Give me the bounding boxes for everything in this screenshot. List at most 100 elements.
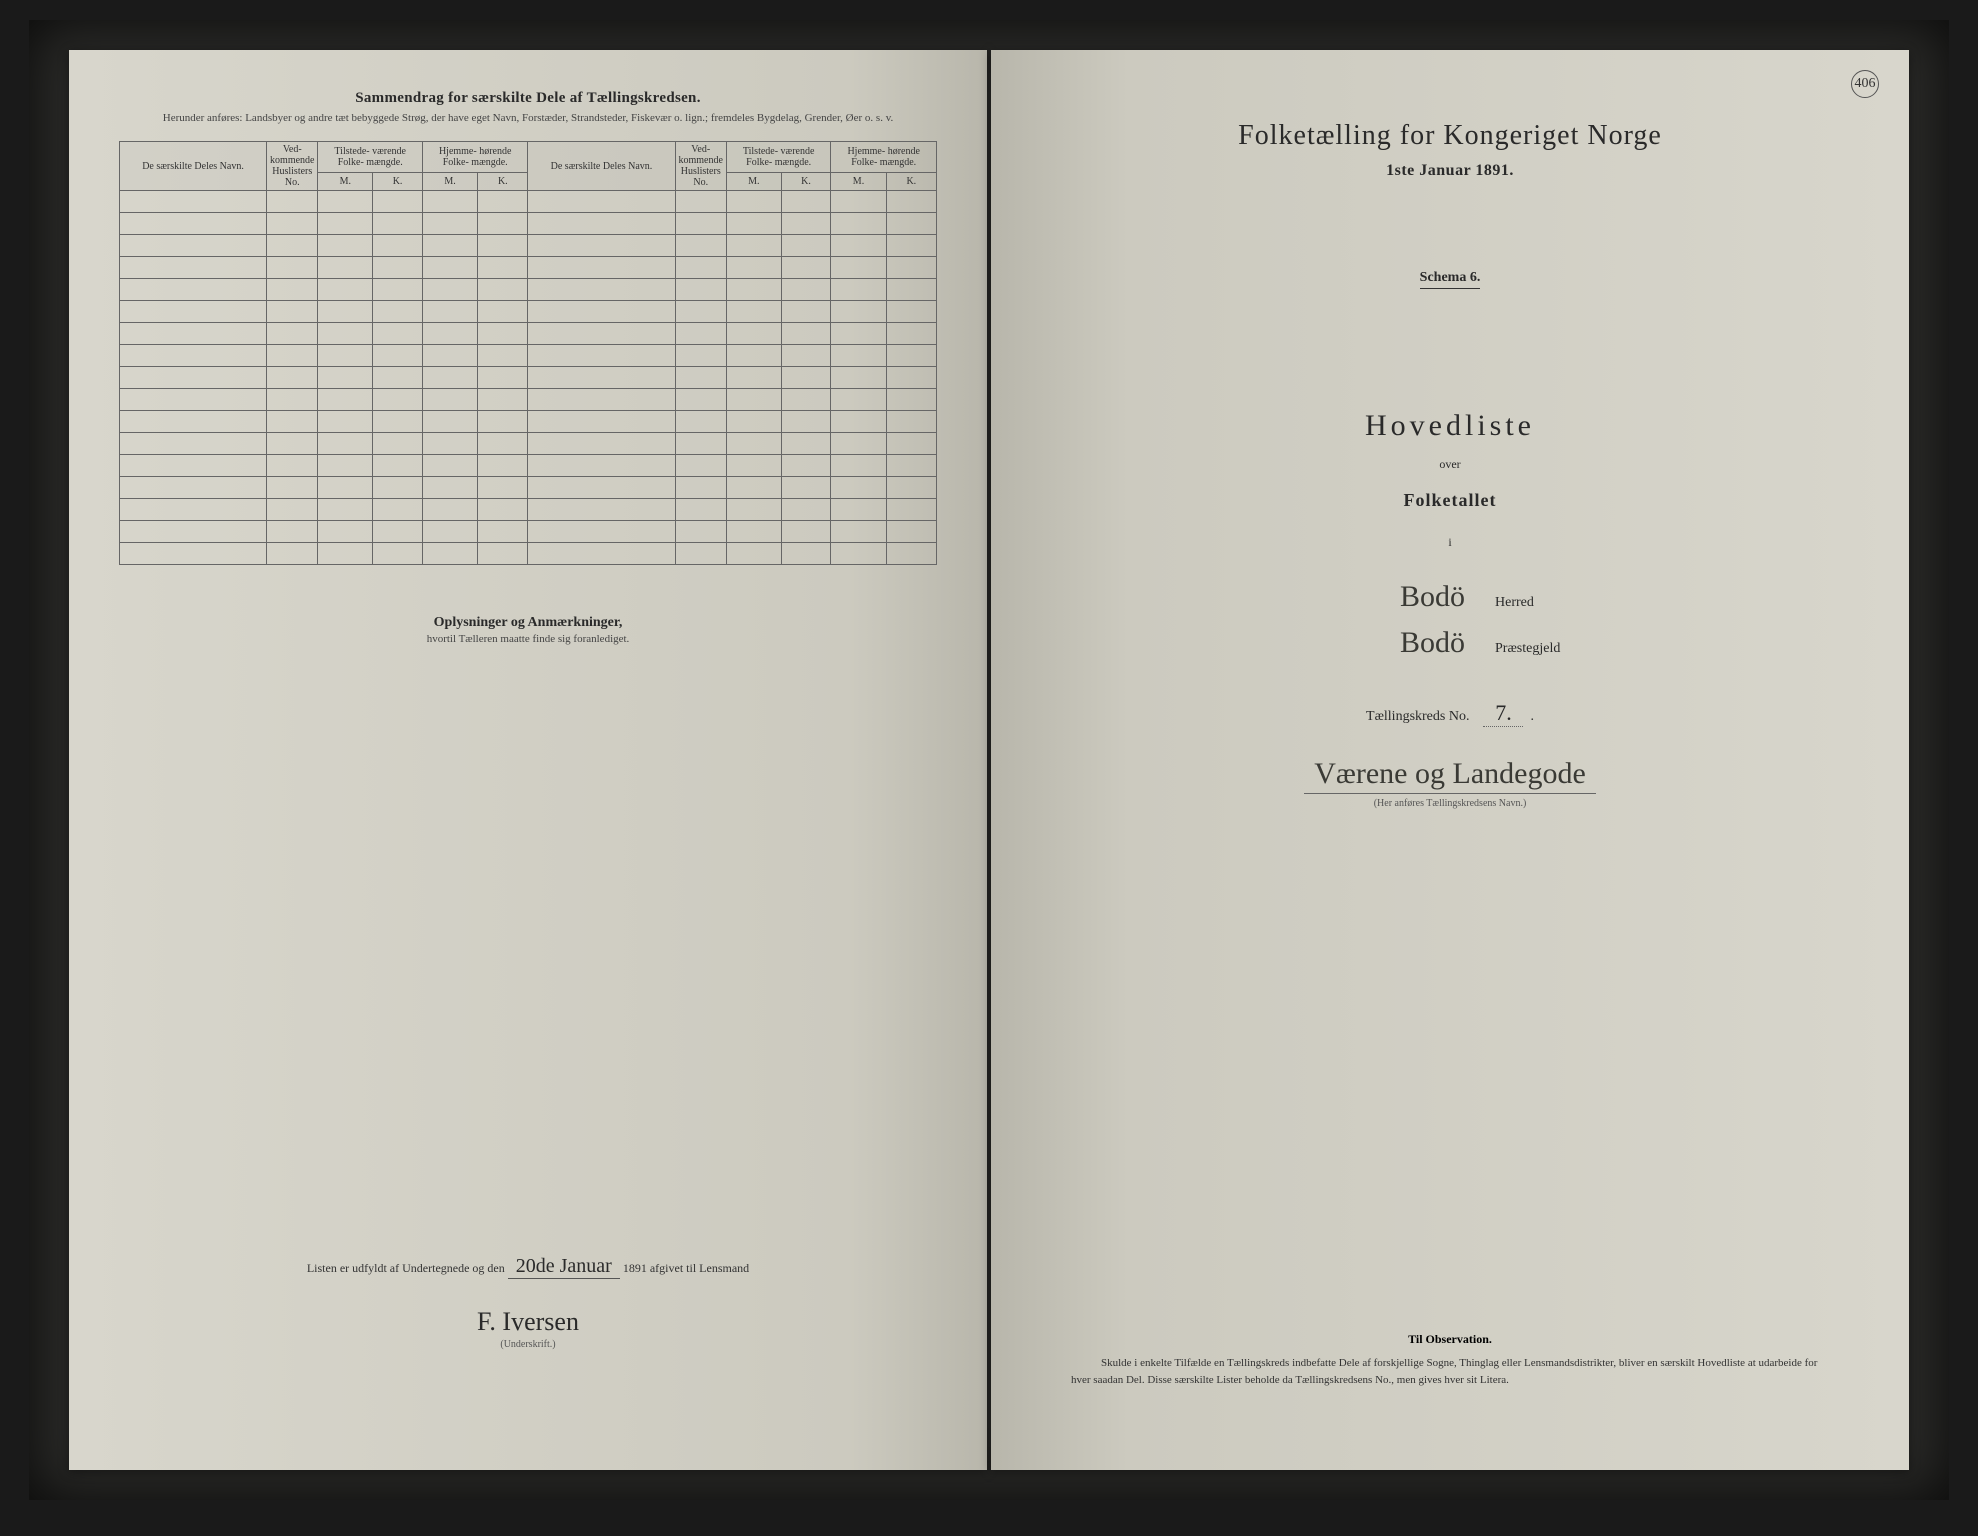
remarks-title: Oplysninger og Anmærkninger, [119,615,937,631]
table-cell [478,345,528,367]
table-cell [318,521,373,543]
table-head: De særskilte Deles Navn. Ved- kommende H… [120,142,937,191]
table-cell [831,389,886,411]
hovedliste: Hovedliste [1081,409,1819,443]
table-cell [831,521,886,543]
table-cell [318,301,373,323]
table-cell [831,301,886,323]
table-cell [528,389,675,411]
table-cell [528,433,675,455]
table-cell [120,235,267,257]
table-cell [373,543,423,565]
left-header: Sammendrag for særskilte Dele af Tælling… [119,90,937,126]
table-cell [318,543,373,565]
table-cell [675,455,726,477]
table-cell [781,191,831,213]
table-cell [886,411,936,433]
table-cell [781,477,831,499]
kreds-name: Værene og Landegode [1304,757,1596,794]
table-row [120,235,937,257]
table-cell [528,543,675,565]
table-cell [478,367,528,389]
table-cell [318,191,373,213]
table-cell [120,257,267,279]
table-cell [831,367,886,389]
table-cell [528,477,675,499]
table-cell [478,235,528,257]
table-cell [478,191,528,213]
observation-text: Skulde i enkelte Tilfælde en Tællingskre… [1071,1355,1829,1390]
sub-m: M. [831,173,886,191]
table-cell [726,323,781,345]
table-cell [373,367,423,389]
table-cell [528,499,675,521]
table-cell [528,191,675,213]
table-cell [781,213,831,235]
table-cell [886,455,936,477]
sig-prefix: Listen er udfyldt af Undertegnede og den [307,1261,505,1275]
table-cell [726,213,781,235]
table-cell [478,477,528,499]
table-cell [781,345,831,367]
table-cell [120,367,267,389]
table-cell [886,191,936,213]
table-cell [781,499,831,521]
table-cell [831,499,886,521]
sub-m: M. [422,173,477,191]
table-cell [886,543,936,565]
table-cell [373,301,423,323]
table-cell [373,213,423,235]
table-cell [120,389,267,411]
col-tilstede-2: Tilstede- værende Folke- mængde. [726,142,830,173]
table-cell [373,323,423,345]
table-cell [120,323,267,345]
table-cell [528,521,675,543]
table-cell [422,235,477,257]
table-cell [422,279,477,301]
table-cell [478,411,528,433]
table-cell [267,411,318,433]
table-cell [422,257,477,279]
left-page: Sammendrag for særskilte Dele af Tælling… [69,50,987,1470]
table-row [120,257,937,279]
table-cell [373,499,423,521]
table-cell [831,213,886,235]
table-cell [726,455,781,477]
table-row [120,345,937,367]
table-cell [318,213,373,235]
table-cell [528,301,675,323]
title-block: Folketælling for Kongeriget Norge 1ste J… [1041,90,1859,809]
table-cell [886,323,936,345]
table-cell [318,411,373,433]
table-cell [373,477,423,499]
table-cell [726,411,781,433]
table-cell [781,257,831,279]
sub-k: K. [373,173,423,191]
sub-k: K. [478,173,528,191]
table-cell [120,213,267,235]
table-row [120,477,937,499]
table-cell [831,543,886,565]
table-cell [675,279,726,301]
table-cell [781,367,831,389]
table-cell [120,279,267,301]
table-cell [422,213,477,235]
table-cell [267,433,318,455]
table-cell [373,191,423,213]
table-cell [726,433,781,455]
table-cell [528,257,675,279]
table-cell [373,257,423,279]
table-cell [886,367,936,389]
kreds-no: 7. [1483,700,1523,727]
table-cell [478,257,528,279]
table-cell [675,257,726,279]
kreds-row: Tællingskreds No. 7. . [1081,700,1819,727]
praestegjeld-value: Bodö [1305,626,1465,660]
table-cell [478,433,528,455]
table-cell [120,191,267,213]
table-row [120,367,937,389]
table-cell [675,521,726,543]
table-cell [120,521,267,543]
table-cell [267,323,318,345]
sig-name: F. Iversen [69,1307,987,1337]
